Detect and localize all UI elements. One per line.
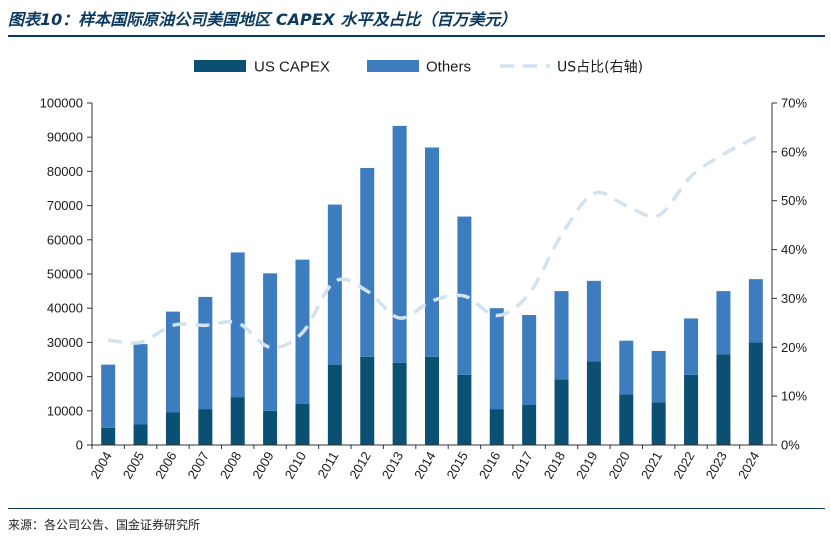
x-tick-label: 2013 [379,449,406,482]
bar-us-capex [392,362,407,445]
x-tick-label: 2020 [605,449,632,482]
bar-others [360,167,375,357]
bar-us-capex [198,409,213,445]
legend-label-others: Others [426,59,471,76]
left-tick-label: 90000 [47,130,83,145]
x-tick-label: 2005 [120,449,147,482]
x-tick-label: 2009 [249,449,276,482]
x-tick-label: 2024 [735,449,762,482]
bar-us-capex [230,397,245,445]
left-tick-label: 0 [76,438,83,453]
bar-others [263,273,278,411]
x-tick-label: 2016 [476,449,503,482]
bar-us-capex [619,394,634,445]
bar-us-capex [327,364,342,445]
legend-swatch-us-capex [194,60,246,72]
x-tick-label: 2011 [314,449,341,481]
source-note: 来源：各公司公告、国金证券研究所 [8,518,201,532]
bar-others [651,350,666,403]
bar-others [165,311,180,413]
left-tick-label: 60000 [47,232,83,247]
left-tick-label: 30000 [47,335,83,350]
left-tick-label: 70000 [47,198,83,213]
bar-us-capex [586,361,601,445]
bar-us-capex [263,410,278,445]
bar-others [489,308,504,410]
bar-others [327,204,342,365]
bar-others [133,344,148,425]
bar-others [716,291,731,355]
bar-others [684,318,699,375]
bar-us-capex [684,374,699,445]
left-axis: 0 10000 20000 30000 40000 50000 60000 70000 8000… [40,96,93,453]
left-tick-label: 40000 [47,301,83,316]
left-tick-label: 100000 [40,96,83,111]
bar-others [101,364,116,428]
bar-others [425,147,439,357]
chart-title: 图表10：样本国际原油公司美国地区 CAPEX 水平及占比（百万美元） [8,10,517,29]
footer-divider [8,508,825,509]
right-tick-label: 20% [781,340,807,355]
x-tick-label: 2014 [411,449,438,482]
legend-label-us-capex: US CAPEX [254,59,330,76]
right-axis: 0% 10% 20% 30% 40% 50% 60% 70% [771,96,807,453]
x-tick-label: 2022 [670,449,697,482]
right-tick-label: 70% [781,96,807,111]
x-tick-label: 2023 [703,449,730,482]
bar-us-capex [165,412,180,445]
bar-us-capex [101,427,116,445]
bar-others [554,291,569,380]
left-tick-label: 80000 [47,164,83,179]
bar-others [198,296,213,410]
bar-us-capex [360,356,375,445]
right-tick-label: 30% [781,291,807,306]
x-tick-label: 2012 [346,449,373,482]
bar-others [522,315,537,405]
chart: US CAPEX Others US占比(右轴) 0 10000 20000 30000 4… [40,59,808,482]
x-tick-label: 2018 [541,449,568,482]
left-tick-label: 50000 [47,267,83,282]
bar-us-capex [748,342,763,445]
left-tick-label: 10000 [47,403,83,418]
right-tick-label: 10% [781,389,807,404]
legend: US CAPEX Others US占比(右轴) [194,59,643,76]
bar-us-capex [489,409,504,445]
x-tick-label: 2015 [444,449,471,482]
x-tick-label: 2004 [87,449,114,482]
right-tick-label: 40% [781,242,807,257]
x-tick-label: 2021 [638,449,665,482]
right-tick-label: 0% [781,438,800,453]
bar-others [748,279,763,343]
bar-us-capex [554,379,569,445]
title-divider [8,35,825,37]
bar-others [619,340,634,395]
x-tick-label: 2008 [217,449,244,482]
bar-us-capex [457,374,472,445]
us-share-line [107,135,757,350]
legend-label-us-share: US占比(右轴) [557,60,643,76]
bar-us-capex [651,402,666,445]
bars [101,125,763,445]
right-tick-label: 60% [781,144,807,159]
right-tick-label: 50% [781,193,807,208]
bar-others [586,280,601,362]
bar-others [230,252,245,398]
x-axis: 2004 2005 2006 2007 2008 2009 2010 2011 2012 2013… [87,444,772,482]
x-tick-label: 2017 [508,449,535,482]
bar-us-capex [425,356,439,445]
left-tick-label: 20000 [47,369,83,384]
bar-us-capex [522,404,537,445]
x-tick-label: 2006 [152,449,179,482]
x-tick-label: 2010 [282,449,309,482]
bar-us-capex [295,403,310,445]
bar-us-capex [716,354,731,445]
bar-others [392,125,407,363]
x-tick-label: 2007 [184,449,211,482]
legend-swatch-others [367,60,419,72]
bar-us-capex [133,424,148,445]
x-tick-label: 2019 [573,449,600,482]
